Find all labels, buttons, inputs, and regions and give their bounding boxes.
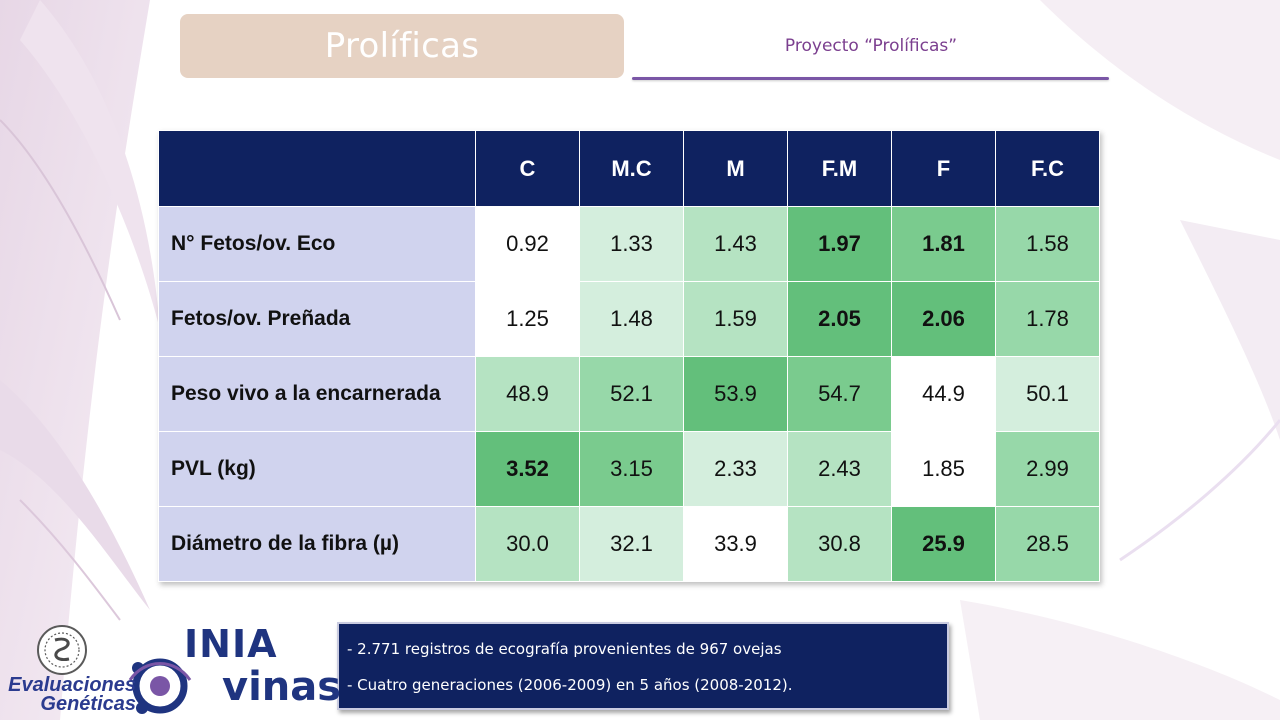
- table-cell: 2.06: [891, 281, 996, 357]
- logos-graphic: [37, 625, 192, 714]
- column-header: F.C: [995, 130, 1100, 207]
- table-cell: 28.5: [995, 506, 1100, 582]
- row-label: Fetos/ov. Preñada: [158, 281, 476, 357]
- table-row: PVL (kg) 3.52 3.15 2.33 2.43 1.85 2.99: [158, 431, 1100, 507]
- table-row: Peso vivo a la encarnerada 48.9 52.1 53.…: [158, 356, 1100, 432]
- table-row: Diámetro de la fibra (µ) 30.0 32.1 33.9 …: [158, 506, 1100, 582]
- row-label: Peso vivo a la encarnerada: [158, 356, 476, 432]
- table-cell: 48.9: [475, 356, 580, 432]
- table-cell: 25.9: [891, 506, 996, 582]
- column-header: C: [475, 130, 580, 207]
- ovinas-logo-text: vinas: [222, 664, 342, 710]
- table-body: N° Fetos/ov. Eco 0.92 1.33 1.43 1.97 1.8…: [158, 206, 1100, 582]
- table-header-row: C M.C M F.M F F.C: [158, 130, 1100, 207]
- table-cell: 50.1: [995, 356, 1100, 432]
- table-cell: 3.15: [579, 431, 684, 507]
- slide-subtitle: Proyecto “Prolíficas”: [784, 36, 958, 56]
- table-cell: 1.59: [683, 281, 788, 357]
- table-cell: 1.25: [475, 281, 580, 357]
- ovinas-logo-icon: [132, 658, 188, 714]
- table-corner-cell: [158, 130, 476, 207]
- row-label: PVL (kg): [158, 431, 476, 507]
- table-cell: 30.0: [475, 506, 580, 582]
- table-cell: 0.92: [475, 206, 580, 282]
- table-cell: 3.52: [475, 431, 580, 507]
- column-header: F: [891, 130, 996, 207]
- table-cell: 54.7: [787, 356, 892, 432]
- table-cell: 2.33: [683, 431, 788, 507]
- table-cell: 1.85: [891, 431, 996, 507]
- table-cell: 1.78: [995, 281, 1100, 357]
- slide-title: Prolíficas: [324, 26, 480, 66]
- table-cell: 53.9: [683, 356, 788, 432]
- table-cell: 2.43: [787, 431, 892, 507]
- table-cell: 30.8: [787, 506, 892, 582]
- subtitle-underline: [632, 77, 1109, 80]
- evaluaciones-line-1: Evaluaciones: [8, 674, 136, 696]
- note-item: - Cuatro generaciones (2006-2009) en 5 a…: [347, 676, 793, 694]
- table-cell: 32.1: [579, 506, 684, 582]
- table-cell: 44.9: [891, 356, 996, 432]
- table-cell: 2.99: [995, 431, 1100, 507]
- table-row: N° Fetos/ov. Eco 0.92 1.33 1.43 1.97 1.8…: [158, 206, 1100, 282]
- column-header: F.M: [787, 130, 892, 207]
- table-cell: 1.48: [579, 281, 684, 357]
- table-cell: 1.33: [579, 206, 684, 282]
- notes-box: - 2.771 registros de ecografía provenien…: [337, 622, 949, 710]
- table-cell: 1.43: [683, 206, 788, 282]
- note-item: - 2.771 registros de ecografía provenien…: [347, 640, 782, 658]
- evaluaciones-logo-text: Evaluaciones Genéticas: [6, 674, 136, 715]
- results-table: C M.C M F.M F F.C N° Fetos/ov. Eco 0.92 …: [158, 130, 1100, 582]
- slide-title-box: Prolíficas: [180, 14, 624, 78]
- column-header: M: [683, 130, 788, 207]
- dna-icon: [128, 662, 192, 681]
- table-cell: 52.1: [579, 356, 684, 432]
- table-cell: 1.97: [787, 206, 892, 282]
- row-label: N° Fetos/ov. Eco: [158, 206, 476, 282]
- evaluaciones-line-2: Genéticas: [40, 693, 136, 715]
- seal-icon: [37, 625, 87, 675]
- inia-logo-text: INIA: [184, 622, 278, 666]
- table-cell: 1.58: [995, 206, 1100, 282]
- table-cell: 1.81: [891, 206, 996, 282]
- row-label: Diámetro de la fibra (µ): [158, 506, 476, 582]
- column-header: M.C: [579, 130, 684, 207]
- table-cell: 33.9: [683, 506, 788, 582]
- table-row: Fetos/ov. Preñada 1.25 1.48 1.59 2.05 2.…: [158, 281, 1100, 357]
- table-cell: 2.05: [787, 281, 892, 357]
